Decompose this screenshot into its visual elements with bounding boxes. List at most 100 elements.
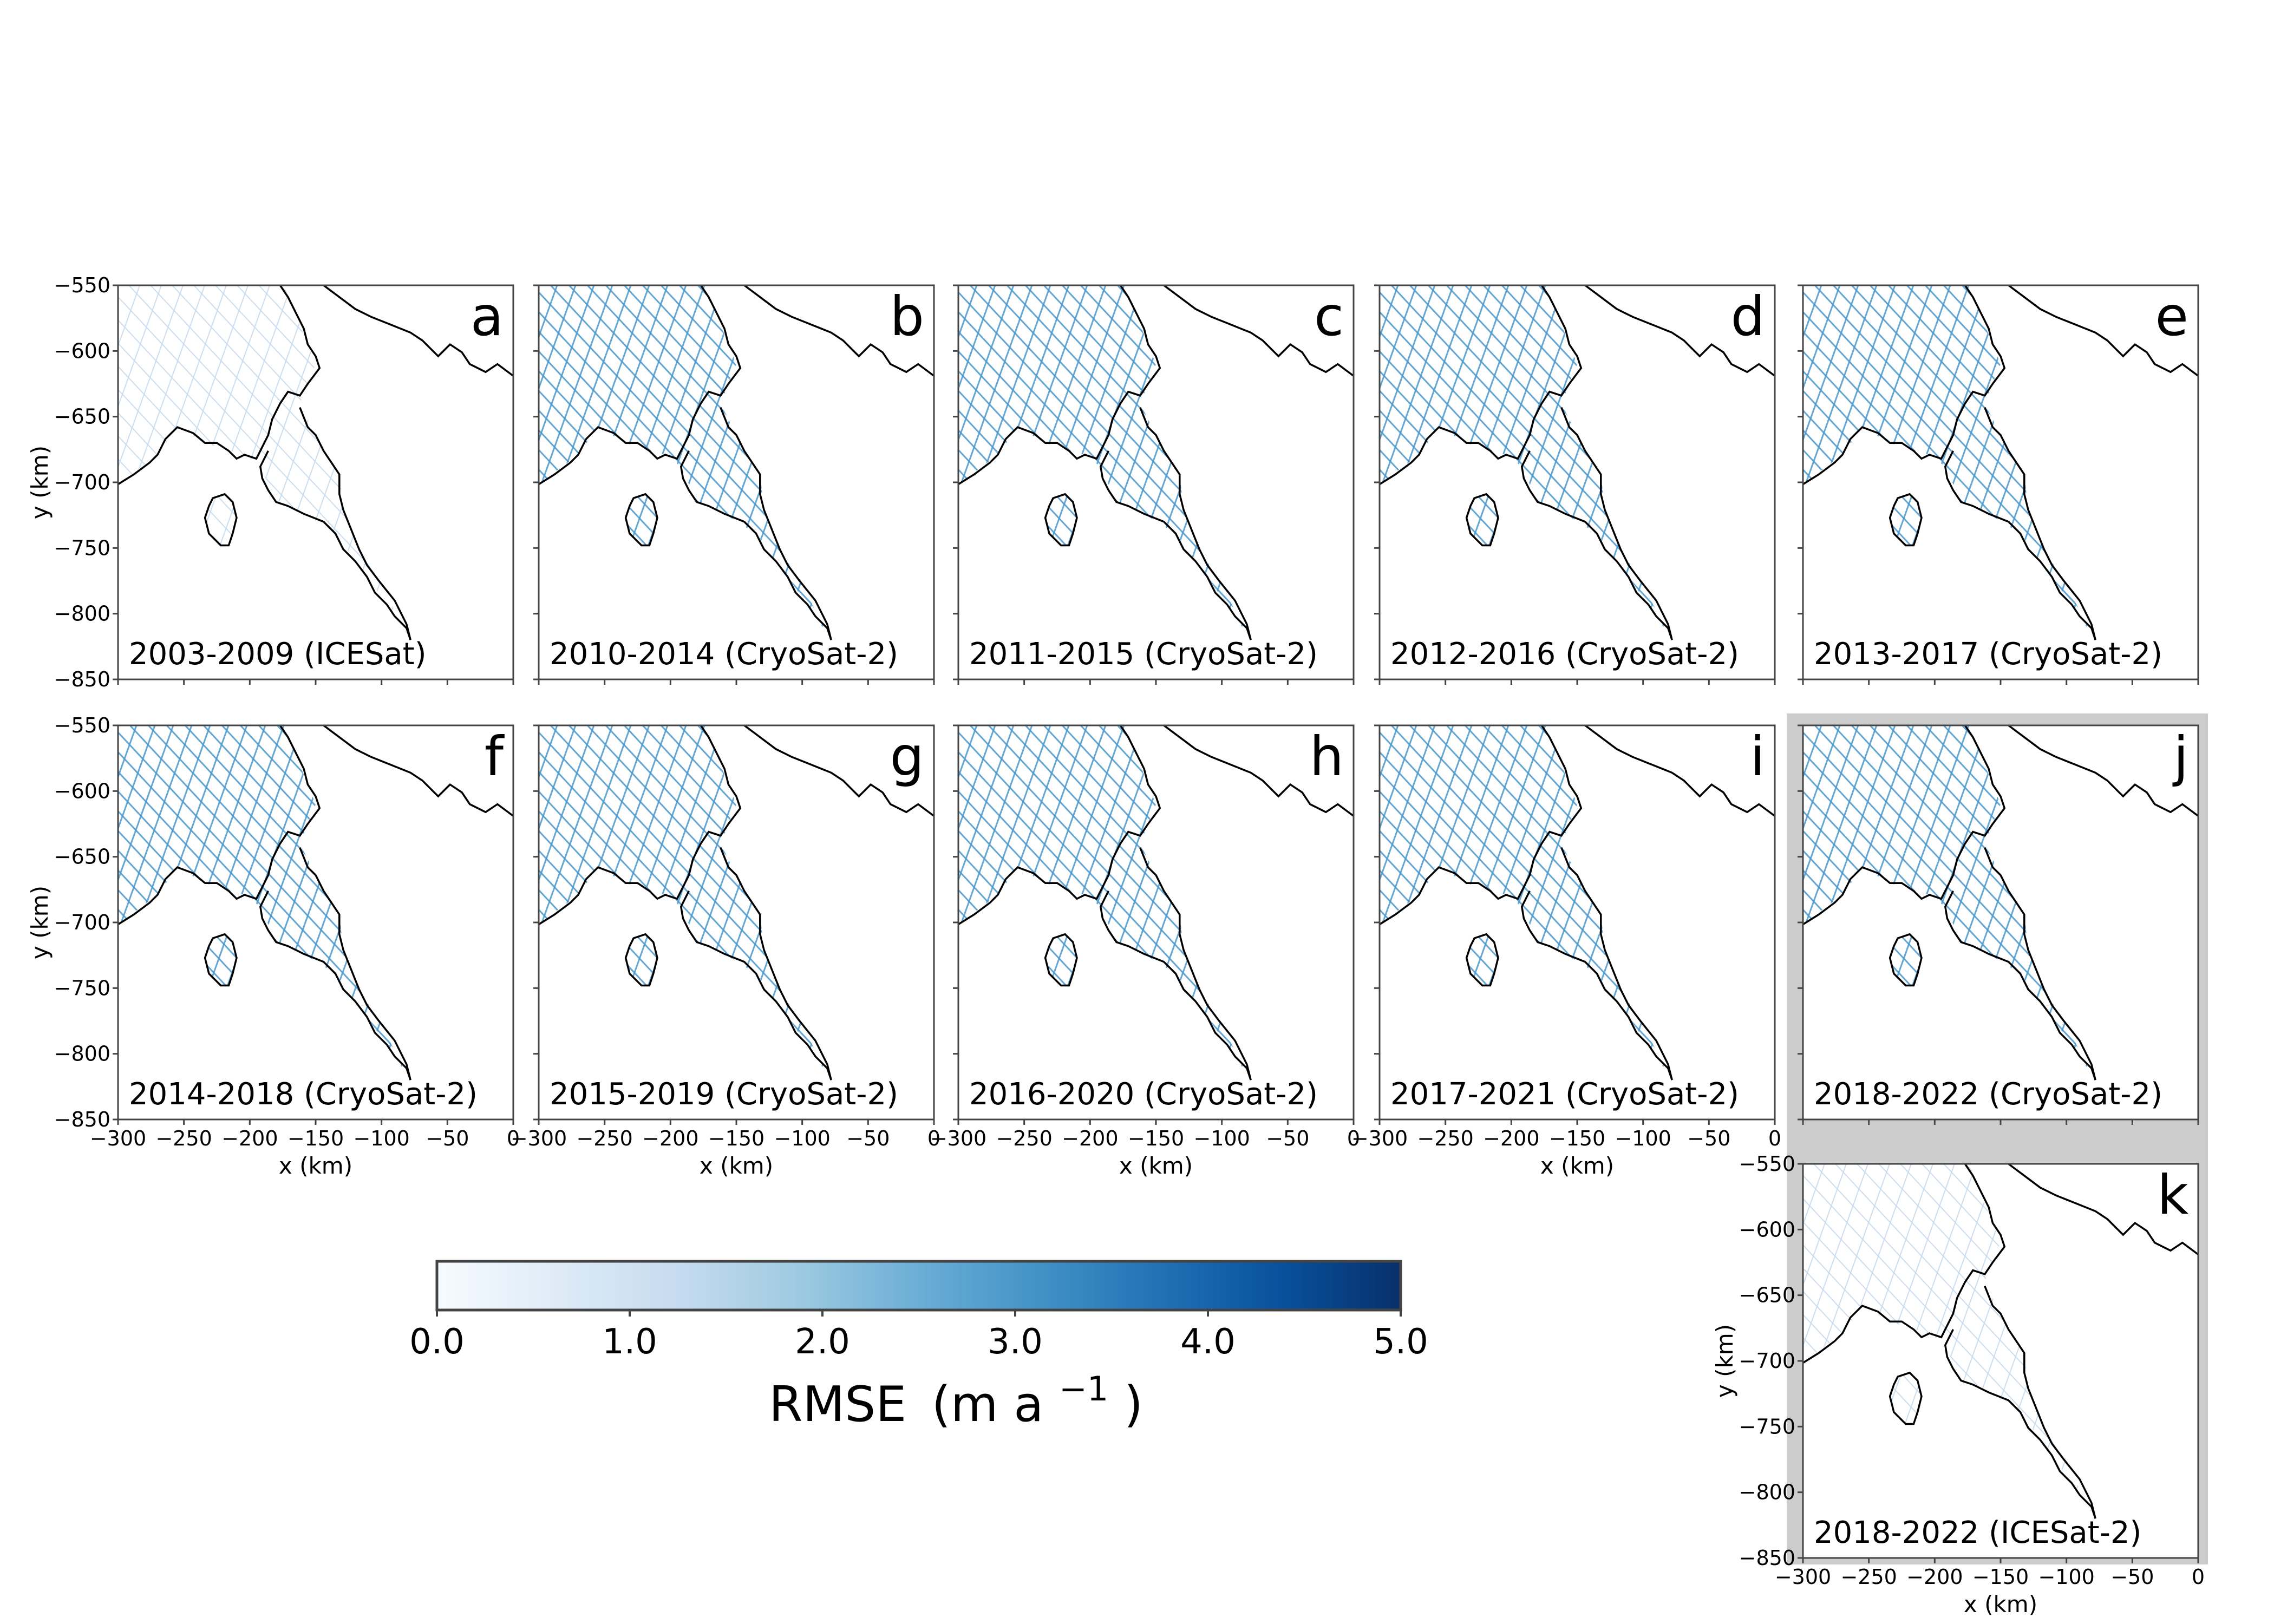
island-outline [1889, 933, 1923, 987]
track-line [118, 725, 411, 1081]
coastline [538, 285, 742, 486]
colorbar-tick-label: 3.0 [988, 1322, 1043, 1362]
track-line [2196, 285, 2274, 679]
panel-letter: i [1750, 725, 1765, 788]
colorbar-label-main: RMSE [769, 1376, 906, 1433]
coastline [679, 847, 832, 1081]
track-line [539, 285, 595, 640]
y-tick-label: −750 [54, 536, 110, 560]
track-line [2247, 1164, 2274, 1558]
panel-letter: k [2157, 1163, 2188, 1227]
track-line [2269, 1164, 2274, 1558]
y-tick-label: −850 [54, 667, 110, 691]
track-line [1390, 285, 1672, 640]
track-line [2269, 1164, 2274, 1558]
x-tick-label: −100 [1193, 1127, 1250, 1150]
coastline [259, 407, 411, 640]
track-line [2201, 725, 2274, 1119]
coastline [2008, 1163, 2199, 1255]
track-line [1316, 1164, 1684, 1558]
track-line [969, 725, 1251, 1081]
track-line [1380, 285, 1417, 640]
track-line [2270, 285, 2274, 679]
panel-caption: 2011-2015 (CryoSat-2) [969, 637, 1318, 672]
track-line [1380, 725, 1436, 1081]
track-line [969, 285, 1251, 640]
track-line [958, 285, 1015, 640]
track-line [1814, 725, 2096, 1081]
track-line [988, 285, 1251, 640]
track-line [239, 725, 411, 1081]
y-tick-label: −750 [1739, 1415, 1795, 1438]
x-tick-label: −100 [774, 1127, 830, 1150]
x-axis-label: x (km) [700, 1152, 773, 1179]
coastline [1944, 407, 2096, 640]
track-line [1803, 285, 1859, 640]
track-line [118, 285, 411, 640]
coastline [1802, 725, 2006, 926]
track-line [2225, 1164, 2274, 1558]
track-line [550, 285, 832, 640]
coastline [117, 285, 321, 486]
x-tick-label: −150 [1549, 1127, 1605, 1150]
y-tick-label: −700 [54, 470, 110, 494]
y-tick-label: −600 [54, 779, 110, 803]
track-line [1803, 1164, 1847, 1519]
y-axis-label: y (km) [1711, 1324, 1738, 1398]
track-line [958, 725, 1015, 1081]
track-line [147, 725, 411, 1081]
x-tick-label: −300 [90, 1127, 146, 1150]
y-tick-label: −650 [54, 405, 110, 429]
track-line [1803, 725, 1859, 1081]
coastline [1944, 1286, 2096, 1519]
track-line [129, 725, 411, 1081]
y-tick-label: −600 [1739, 1217, 1795, 1241]
panel-letter: j [2172, 725, 2188, 788]
track-line [2233, 285, 2274, 679]
track-line [660, 725, 832, 1081]
y-tick-label: −800 [1739, 1481, 1795, 1504]
track-line [1380, 725, 1672, 1081]
map-frame-bg [1380, 285, 1775, 679]
track-line [2257, 725, 2274, 1119]
track-line [1532, 1164, 1673, 1558]
track-line [1803, 285, 1841, 640]
map-panel-g: g 2015-2019 (CryoSat-2) −300 −250 −200 −150 −1… [511, 724, 940, 1179]
panel-caption: 2010-2014 (CryoSat-2) [550, 637, 898, 672]
track-line [2257, 285, 2274, 679]
track-line [1424, 1164, 1565, 1558]
x-axis-label: x (km) [1964, 1591, 2037, 1618]
y-tick-label: −600 [54, 339, 110, 363]
track-line [1409, 725, 1672, 1081]
track-line [2251, 285, 2274, 679]
panel-letter: d [1731, 285, 1765, 348]
y-tick-label: −550 [1739, 1152, 1795, 1176]
x-tick-label: 0 [1768, 1127, 1781, 1150]
map-panel-f: f 2014-2018 (CryoSat-2) −550 −600 −650 −700 −7… [0, 713, 520, 1179]
coastline [1379, 725, 1583, 926]
track-line [1390, 725, 1672, 1081]
coastline [117, 725, 321, 926]
island-outline [204, 933, 238, 987]
map-frame-bg [958, 725, 1354, 1119]
track-line [118, 725, 174, 1081]
y-axis-label: y (km) [27, 886, 53, 959]
track-line [0, 725, 8, 1119]
track-line [1803, 1164, 2096, 1519]
x-tick-label: 0 [1347, 1127, 1360, 1150]
x-tick-label: −250 [1417, 1127, 1473, 1150]
y-tick-label: −700 [54, 911, 110, 934]
y-tick-label: −800 [54, 1042, 110, 1066]
x-tick-label: −100 [353, 1127, 409, 1150]
x-tick-label: 0 [927, 1127, 940, 1150]
coastline [679, 407, 832, 640]
track-line [1814, 285, 2096, 640]
colorbar: 0.0 1.0 2.0 3.0 4.0 5.0 RMSE (m a −1 ) [409, 1260, 1428, 1433]
track-line [2233, 725, 2274, 1119]
track-line [2220, 725, 2274, 1119]
track-line [2204, 1164, 2274, 1558]
panel-letter: f [485, 725, 505, 788]
map-panel-d: d 2012-2016 (CryoSat-2) [1374, 284, 1776, 685]
panel-caption: 2012-2016 (CryoSat-2) [1390, 637, 1739, 672]
coastline [2008, 724, 2199, 817]
